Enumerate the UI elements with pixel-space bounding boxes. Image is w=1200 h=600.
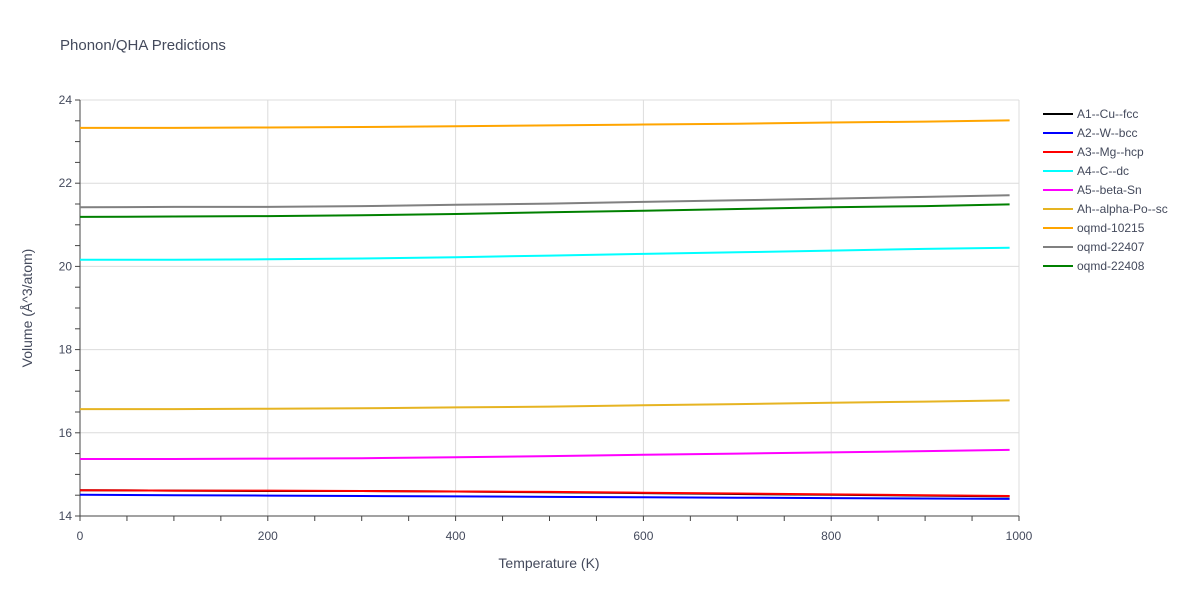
legend-label: A2--W--bcc xyxy=(1077,126,1137,140)
legend-item[interactable]: A2--W--bcc xyxy=(1043,126,1137,140)
legend: A1--Cu--fcc A2--W--bcc A3--Mg--hcp A4--C--d… xyxy=(1043,107,1168,273)
x-tick-label: 200 xyxy=(258,529,278,543)
series-line xyxy=(79,203,1010,218)
legend-item[interactable]: oqmd-22408 xyxy=(1043,259,1145,273)
y-tick-label: 20 xyxy=(59,259,73,273)
legend-item[interactable]: A1--Cu--fcc xyxy=(1043,107,1138,121)
legend-label: A4--C--dc xyxy=(1077,164,1129,178)
legend-label: oqmd-22408 xyxy=(1077,259,1145,273)
legend-item[interactable]: Ah--alpha-Po--sc xyxy=(1043,202,1168,216)
x-tick-label: 800 xyxy=(821,529,841,543)
legend-item[interactable]: A4--C--dc xyxy=(1043,164,1129,178)
x-tick-label: 0 xyxy=(77,529,84,543)
series-line xyxy=(80,246,1010,261)
x-tick-label: 400 xyxy=(446,529,466,543)
series-line xyxy=(79,489,1010,497)
grid xyxy=(80,99,1020,516)
x-axis-title: Temperature (K) xyxy=(498,555,599,571)
legend-label: oqmd-10215 xyxy=(1077,221,1145,235)
series-line xyxy=(80,119,1010,129)
legend-label: A3--Mg--hcp xyxy=(1077,145,1144,159)
legend-item[interactable]: A3--Mg--hcp xyxy=(1043,145,1144,159)
series-line xyxy=(79,493,1010,500)
x-tick-label: 600 xyxy=(633,529,653,543)
legend-item[interactable]: oqmd-22407 xyxy=(1043,240,1145,254)
y-tick-label: 16 xyxy=(59,426,73,440)
legend-label: oqmd-22407 xyxy=(1077,240,1145,254)
y-tick-label: 18 xyxy=(59,343,73,357)
series-line xyxy=(79,194,1010,209)
legend-label: A5--beta-Sn xyxy=(1077,183,1142,197)
series-line xyxy=(80,448,1010,460)
legend-item[interactable]: oqmd-10215 xyxy=(1043,221,1145,235)
legend-item[interactable]: A5--beta-Sn xyxy=(1043,183,1142,197)
plot-area xyxy=(79,119,1010,500)
y-axis-title: Volume (Å^3/atom) xyxy=(19,249,35,368)
series-line xyxy=(80,399,1010,411)
y-tick-label: 22 xyxy=(59,176,73,190)
y-tick-label: 24 xyxy=(59,93,73,107)
legend-label: Ah--alpha-Po--sc xyxy=(1077,202,1168,216)
y-tick-label: 14 xyxy=(59,509,73,523)
legend-label: A1--Cu--fcc xyxy=(1077,107,1138,121)
axes: 0 200 400 600 800 1000 14 16 18 20 22 24 xyxy=(59,93,1033,543)
chart-title: Phonon/QHA Predictions xyxy=(60,37,226,54)
x-tick-label: 1000 xyxy=(1006,529,1033,543)
